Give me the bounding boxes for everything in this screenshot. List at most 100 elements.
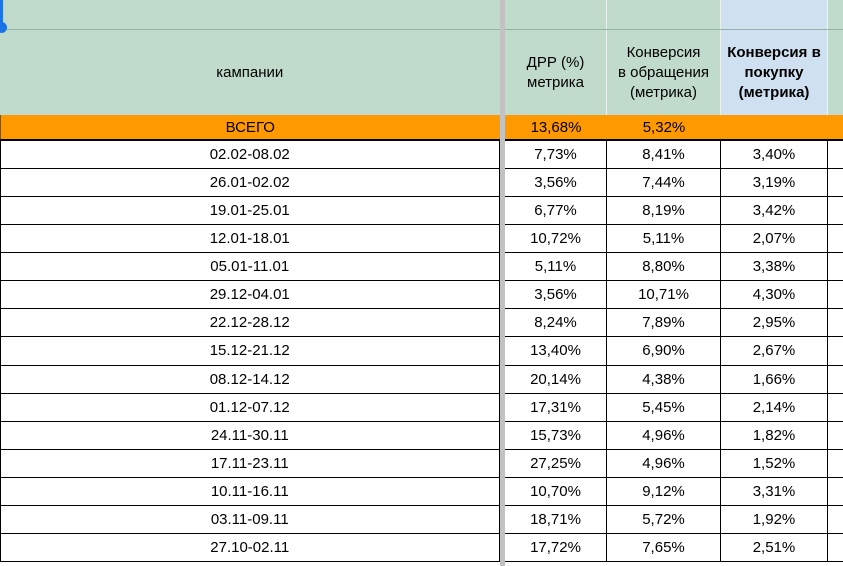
cell-blank-highlighted[interactable] [721,0,828,29]
cell-period[interactable]: 03.11-09.11 [0,505,500,533]
cell-drr[interactable]: 17,31% [505,393,607,421]
table-row: 24.11-30.11 15,73% 4,96% 1,82% [0,421,843,450]
cell-period[interactable]: 26.01-02.02 [0,169,500,197]
cell-conv-purchase[interactable]: 2,67% [721,337,828,365]
cell-drr[interactable]: 15,73% [505,421,607,449]
cell-conv-leads[interactable]: 8,19% [607,197,721,225]
cell-period[interactable]: 27.10-02.11 [0,533,500,561]
cell-conv-leads[interactable]: 4,96% [607,449,721,477]
row-above-header [0,0,843,30]
cell-conv-purchase[interactable]: 3,19% [721,169,828,197]
cell-blank[interactable] [607,0,721,29]
cell-period[interactable]: 08.12-14.12 [0,365,500,393]
cell-drr[interactable]: 7,73% [505,141,607,169]
cell-conv-purchase[interactable]: 1,66% [721,365,828,393]
table-row: 26.01-02.02 3,56% 7,44% 3,19% [0,169,843,198]
cell-drr[interactable]: 17,72% [505,533,607,561]
table-body: 02.02-08.02 7,73% 8,41% 3,40% 26.01-02.02 3,5… [0,141,843,562]
cell-conv-leads[interactable]: 6,90% [607,337,721,365]
cell-empty[interactable] [828,225,843,253]
cell-conv-purchase[interactable]: 3,31% [721,477,828,505]
cell-conv-purchase[interactable]: 2,14% [721,393,828,421]
table-row: 02.02-08.02 7,73% 8,41% 3,40% [0,141,843,170]
cell-period[interactable]: 12.01-18.01 [0,225,500,253]
cell-period[interactable]: 10.11-16.11 [0,477,500,505]
cell-total-conv-leads[interactable]: 5,32% [642,118,686,136]
cell-period[interactable]: 05.01-11.01 [0,253,500,281]
cell-empty[interactable] [828,477,843,505]
cell-conv-purchase[interactable]: 1,52% [721,449,828,477]
frozen-pane-divider[interactable] [499,0,505,566]
cell-empty[interactable] [828,141,843,169]
header-campaign[interactable]: кампании [0,30,500,115]
cell-blank[interactable] [828,0,843,29]
cell-blank[interactable] [0,0,500,29]
cell-conv-leads[interactable]: 5,72% [607,505,721,533]
cell-period[interactable]: 24.11-30.11 [0,421,500,449]
cell-conv-purchase[interactable]: 2,51% [721,533,828,561]
cell-conv-purchase[interactable]: 2,95% [721,309,828,337]
cell-conv-leads[interactable]: 8,41% [607,141,721,169]
cell-period[interactable]: 22.12-28.12 [0,309,500,337]
cell-drr[interactable]: 13,40% [505,337,607,365]
cell-conv-purchase[interactable]: 3,38% [721,253,828,281]
cell-drr[interactable]: 18,71% [505,505,607,533]
cell-period[interactable]: 02.02-08.02 [0,141,500,169]
cell-total-extra[interactable] [828,115,843,139]
cell-drr[interactable]: 5,11% [505,253,607,281]
header-drr[interactable]: ДРР (%) метрика [505,30,607,115]
cell-period[interactable]: 19.01-25.01 [0,197,500,225]
cell-drr[interactable]: 3,56% [505,169,607,197]
cell-conv-leads[interactable]: 4,96% [607,421,721,449]
cell-total-drr[interactable]: 13,68% [530,118,582,136]
cell-conv-purchase[interactable]: 1,82% [721,421,828,449]
header-extra[interactable] [828,30,843,115]
cell-empty[interactable] [828,169,843,197]
cell-conv-leads[interactable]: 9,12% [607,477,721,505]
cell-empty[interactable] [828,505,843,533]
cell-empty[interactable] [828,533,843,561]
cell-empty[interactable] [828,337,843,365]
cell-conv-purchase[interactable]: 4,30% [721,281,828,309]
cell-empty[interactable] [828,281,843,309]
cell-empty[interactable] [828,393,843,421]
cell-empty[interactable] [828,197,843,225]
cell-drr[interactable]: 27,25% [505,449,607,477]
cell-conv-purchase[interactable]: 1,92% [721,505,828,533]
cell-total-conv-purchase[interactable] [721,115,828,139]
cell-conv-leads[interactable]: 5,11% [607,225,721,253]
cell-drr[interactable]: 20,14% [505,365,607,393]
cell-conv-leads[interactable]: 8,80% [607,253,721,281]
cell-conv-leads[interactable]: 7,89% [607,309,721,337]
cell-drr[interactable]: 3,56% [505,281,607,309]
cell-total-label[interactable]: ВСЕГО [0,115,500,139]
table-row: 12.01-18.01 10,72% 5,11% 2,07% [0,225,843,254]
cell-conv-leads[interactable]: 5,45% [607,393,721,421]
cell-conv-leads[interactable]: 7,44% [607,169,721,197]
cell-conv-purchase[interactable]: 2,07% [721,225,828,253]
cell-period[interactable]: 29.12-04.01 [0,281,500,309]
cell-conv-leads[interactable]: 4,38% [607,365,721,393]
cell-blank[interactable] [505,0,607,29]
table-row: 15.12-21.12 13,40% 6,90% 2,67% [0,337,843,366]
cell-conv-leads[interactable]: 7,65% [607,533,721,561]
header-conversion-leads[interactable]: Конверсия в обращения (метрика) [607,30,721,115]
cell-period[interactable]: 15.12-21.12 [0,337,500,365]
cell-period[interactable]: 17.11-23.11 [0,449,500,477]
table-row: 29.12-04.01 3,56% 10,71% 4,30% [0,281,843,310]
cell-conv-leads[interactable]: 10,71% [607,281,721,309]
cell-empty[interactable] [828,421,843,449]
cell-drr[interactable]: 8,24% [505,309,607,337]
cell-drr[interactable]: 10,72% [505,225,607,253]
cell-conv-purchase[interactable]: 3,42% [721,197,828,225]
table-row: 05.01-11.01 5,11% 8,80% 3,38% [0,253,843,282]
cell-period[interactable]: 01.12-07.12 [0,393,500,421]
cell-drr[interactable]: 6,77% [505,197,607,225]
cell-empty[interactable] [828,449,843,477]
cell-drr[interactable]: 10,70% [505,477,607,505]
cell-empty[interactable] [828,365,843,393]
cell-empty[interactable] [828,253,843,281]
cell-empty[interactable] [828,309,843,337]
header-conversion-purchase[interactable]: Конверсия в покупку (метрика) [721,30,828,115]
cell-conv-purchase[interactable]: 3,40% [721,141,828,169]
